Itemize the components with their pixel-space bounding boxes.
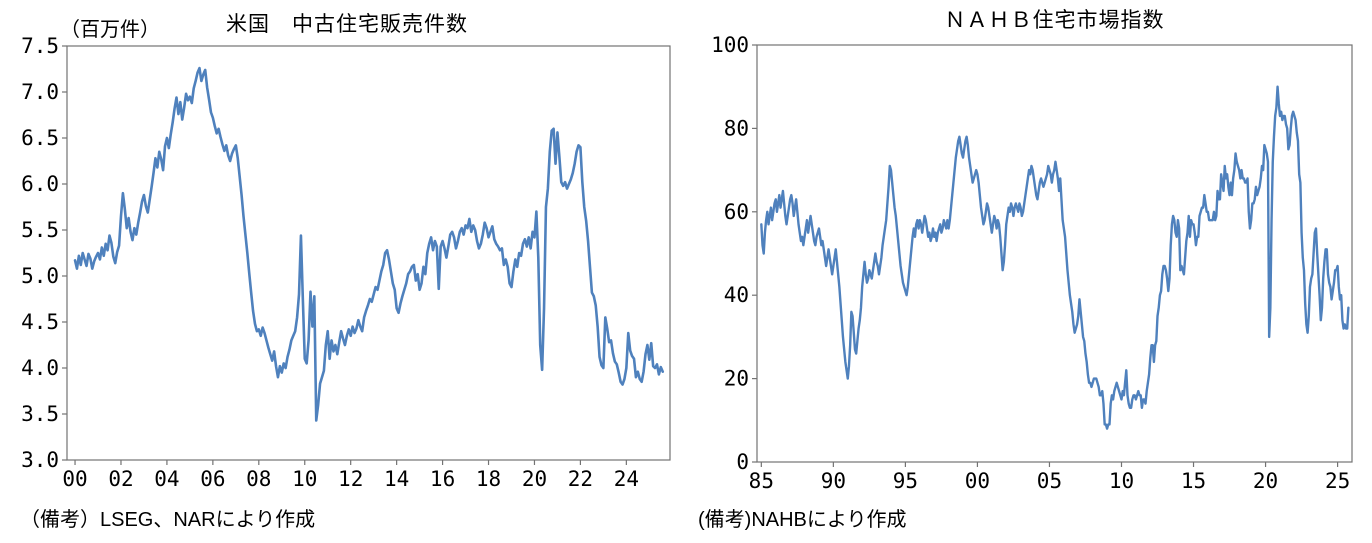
y-tick-label: 20 (724, 367, 749, 391)
x-tick-label: 00 (965, 469, 990, 493)
y-tick-label: 5.5 (21, 218, 59, 242)
x-tick-label: 00 (62, 467, 87, 491)
x-tick-label: 10 (292, 467, 317, 491)
existing-home-sales-unit-label: （百万件） (60, 19, 160, 41)
nahb-index-title: ＮＡＨＢ住宅市場指数 (944, 9, 1165, 32)
y-tick-label: 7.5 (21, 34, 59, 58)
x-tick-label: 15 (1181, 469, 1206, 493)
y-tick-label: 4.5 (21, 310, 59, 334)
x-tick-label: 24 (614, 467, 639, 491)
x-tick-label: 10 (1109, 469, 1134, 493)
x-tick-label: 22 (568, 467, 593, 491)
x-tick-label: 08 (246, 467, 271, 491)
y-tick-label: 3.5 (21, 402, 59, 426)
x-tick-label: 18 (476, 467, 501, 491)
y-tick-label: 5.0 (21, 264, 59, 288)
y-tick-label: 6.0 (21, 172, 59, 196)
x-tick-label: 85 (749, 469, 774, 493)
x-tick-label: 20 (522, 467, 547, 491)
existing-home-sales-title: 米国 中古住宅販売件数 (226, 13, 468, 36)
y-tick-label: 0 (736, 450, 749, 474)
x-tick-label: 14 (384, 467, 409, 491)
x-tick-label: 16 (430, 467, 455, 491)
y-tick-label: 60 (724, 200, 749, 224)
y-tick-label: 3.0 (21, 448, 59, 472)
data-series-line (760, 85, 1350, 430)
x-tick-label: 25 (1325, 469, 1350, 493)
y-tick-label: 40 (724, 283, 749, 307)
data-series-line (73, 66, 665, 422)
x-tick-label: 02 (108, 467, 133, 491)
x-tick-label: 12 (338, 467, 363, 491)
x-tick-label: 05 (1037, 469, 1062, 493)
y-tick-label: 4.0 (21, 356, 59, 380)
nahb-index-note: (備考)NAHBにより作成 (698, 509, 907, 531)
y-tick-label: 100 (711, 33, 749, 57)
x-tick-label: 90 (821, 469, 846, 493)
plot-frame (756, 44, 1353, 463)
plot-frame (66, 45, 671, 461)
y-tick-label: 7.0 (21, 80, 59, 104)
y-tick-label: 80 (724, 116, 749, 140)
x-tick-label: 20 (1253, 469, 1278, 493)
x-tick-label: 04 (154, 467, 179, 491)
y-tick-label: 6.5 (21, 126, 59, 150)
x-tick-label: 06 (200, 467, 225, 491)
existing-home-sales-note: （備考）LSEG、NARにより作成 (20, 509, 316, 531)
x-tick-label: 95 (893, 469, 918, 493)
